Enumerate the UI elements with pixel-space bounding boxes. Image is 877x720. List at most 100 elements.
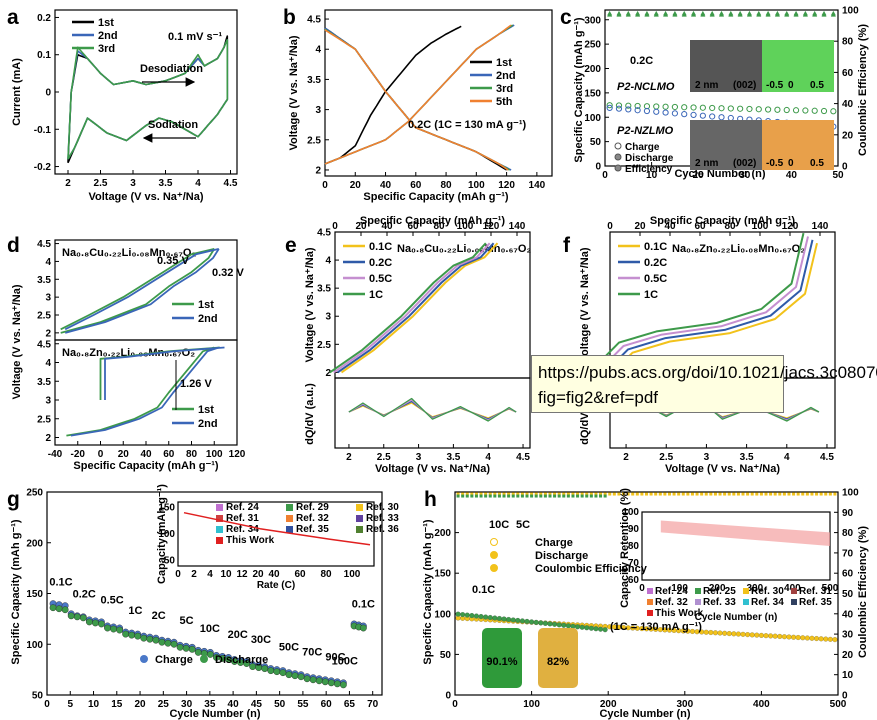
panel-g-point-Discharge [273,668,281,676]
panel-h-inset-legend-marker [647,610,653,616]
panel-a-legend-entry: 3rd [98,43,115,55]
panel-e-legend-entry: 0.2C [369,257,392,269]
panel-h-eff-point-5C [539,494,543,498]
panel-h-inset-legend: Ref. 30 [751,586,784,597]
panel-h-point-10C [749,632,755,638]
panel-g-inset-legend-marker [216,515,223,522]
panel-d-xtick-label: 60 [163,449,175,460]
panel-g-inset-legend: Ref. 34 [226,524,259,535]
panel-e-ytick-label: 4.5 [317,228,331,239]
panel-h-eff-point-10C [787,492,791,496]
panel-h-eff-point-5C [511,494,515,498]
panel-h-y2tick-label: 100 [842,488,859,499]
panel-g-rate-label: 20C [228,629,248,641]
panel-c-eff-point [728,10,734,16]
panel-h-battery-yellow [538,628,578,688]
panel-a-xtick-label: 3 [130,178,136,189]
panel-c-point [820,107,828,115]
panel-g-inset-xlabel: Rate (C) [257,580,295,591]
panel-letter-b: b [283,6,296,29]
panel-g-point-Discharge [98,620,105,628]
panel-g-point-Discharge [73,613,81,621]
panel-g-rate-label: 10C [200,623,220,635]
panel-h-label-01c: 0.1C [472,584,495,596]
panel-h-point-5C [524,618,530,624]
panel-c-eff-point [793,10,799,16]
panel-e-series-1C [329,242,487,374]
panel-h-eff-point-5C [507,494,511,498]
panel-c-colorbar-top: 0.5 [810,80,824,91]
panel-d-discharge-1 [64,248,220,331]
panel-b-legend-entry: 2nd [496,70,516,82]
panel-g-inset-legend: Ref. 29 [296,502,329,513]
panel-h-inset-ytick: 60 [628,575,640,586]
panel-f-xtick-bottom-label: 4 [784,452,790,463]
panel-h-eff-point-10C [456,492,460,496]
panel-g-inset-xtick: 100 [344,569,361,580]
panel-h-point-10C [827,636,833,642]
panel-h-point-10C [735,631,741,637]
panel-c-xtick-label: 50 [832,170,844,181]
panel-g-inset-legend: Ref. 36 [366,524,399,535]
panel-c-legend-marker [614,164,622,172]
panel-c-hrtem-top [690,40,762,92]
panel-h-eff-point-10C [833,492,837,496]
panel-g-rate-label: 90C [325,651,345,663]
panel-g-point-Discharge [182,644,190,652]
panel-c-eff-point [821,10,827,16]
panel-letter-g: g [7,488,20,511]
panel-h-point-5C [565,623,571,629]
panel-h-eff-point-10C [594,492,598,496]
panel-h-eff-point-5C [520,494,524,498]
panel-g-inset-legend-marker [356,504,363,511]
panel-a-xtick-label: 4 [195,178,201,189]
panel-g-ytick-label: 250 [26,488,43,499]
panel-h-eff-point-10C [534,492,538,496]
panel-a-xtick-label: 2.5 [94,178,108,189]
panel-h-eff-point-10C [810,492,814,496]
panel-h-eff-point-10C [525,492,529,496]
panel-d-title-2: Na₀.₈Zn₀.₂₂Li₀.₀₈Mn₀.₆₇O₂ [62,347,195,359]
panel-b-rate-note: 0.2C (1C = 130 mA g⁻¹) [408,119,527,131]
panel-e-series-0.1C [340,242,499,374]
panel-c-eff-point [700,10,706,16]
panel-h-eff-point-10C [769,492,773,496]
panel-h-eff-point-10C [654,492,658,496]
panel-g-point-Discharge [279,669,287,677]
panel-h-inset-legend-marker [695,588,701,594]
panel-h-point-5C [547,621,553,627]
panel-d-discharge-1 [60,248,215,331]
panel-d-title-1: Na₀.₈Cu₀.₂₂Li₀.₀₈Mn₀.₆₇O₂ [62,247,196,259]
panel-h-inset-ytick: 90 [628,524,640,535]
panel-c-eff-point [719,10,724,16]
panel-g-inset-legend-marker [286,504,293,511]
panel-e-xtick-top-label: 40 [381,221,393,232]
panel-h-battery-yellow-label: 82% [547,656,569,668]
panel-c-xtick-label: 0 [602,170,608,181]
panel-e-ytick-label: 2.5 [317,340,331,351]
panel-c-point [746,105,753,113]
panel-h-point-10C [777,633,783,639]
panel-h-eff-point-10C [571,492,575,496]
panel-h-y2tick-label: 20 [842,650,854,661]
panel-h-eff-point-5C [461,494,465,498]
panel-h-y2tick-label: 90 [842,508,854,519]
panel-h-inset-ytick: 70 [628,558,640,569]
panel-c-eff-point [812,10,818,16]
panel-h-eff-point-10C [709,492,713,496]
panel-e-xtick-top-label: 140 [509,221,526,232]
panel-b-ytick-label: 4.5 [307,15,321,26]
panel-g-point-Discharge [225,656,232,663]
panel-e-ytick-label: 2 [325,368,331,379]
panel-b-ytick-label: 4 [315,45,321,56]
panel-h-eff-point-10C [585,492,589,496]
panel-g-legend-discharge: Discharge [215,654,268,666]
panel-g-point-Discharge [315,677,323,685]
panel-e-ytick-label: 4 [325,256,331,267]
panel-g-point-Discharge [188,645,196,653]
panel-h-point-10C [818,636,824,642]
panel-a-scanrate: 0.1 mV s⁻¹ [168,31,222,43]
panel-h-eff-point-10C [686,492,690,496]
panel-h-eff-point-10C [631,492,635,496]
panel-c-scale-top: 2 nm [695,80,718,91]
